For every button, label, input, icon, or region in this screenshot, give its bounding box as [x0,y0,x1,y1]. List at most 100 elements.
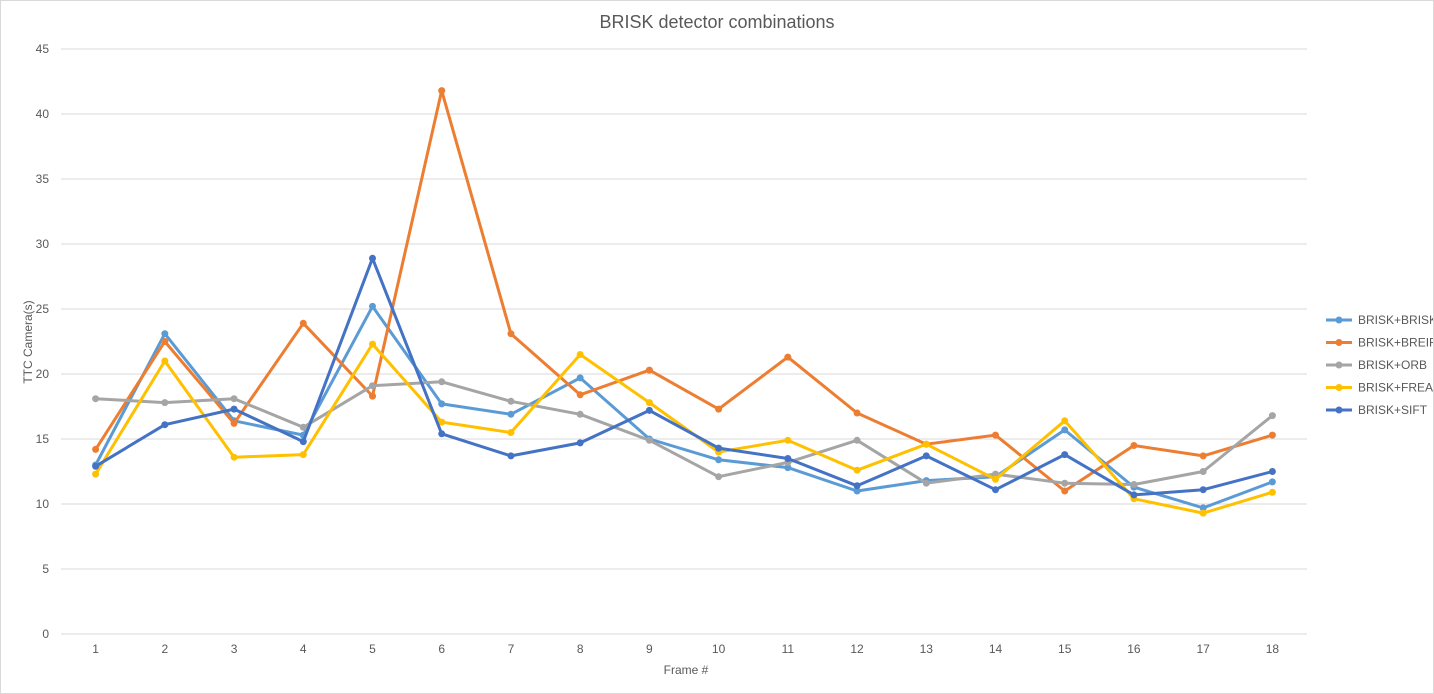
x-tick-label: 4 [300,642,307,656]
data-point [853,409,861,417]
series-group [92,87,1276,517]
y-tick-label: 15 [36,432,50,446]
data-point [922,440,930,448]
data-point [1268,468,1276,475]
data-point [299,319,307,327]
data-point [576,374,584,382]
data-point [853,466,861,474]
data-point [1130,481,1138,488]
data-point [438,400,446,408]
data-point [1268,412,1276,420]
y-tick-label: 30 [36,237,50,251]
legend-swatch-marker [1335,339,1343,346]
legend-swatch-marker [1335,406,1343,414]
x-tick-label: 9 [646,642,653,656]
data-point [1199,468,1207,475]
y-tick-label: 0 [42,627,49,641]
y-tick-label: 20 [36,367,50,381]
gridlines [61,48,1307,635]
y-axis-label: TTC Camera(s) [21,300,35,383]
x-tick-label: 18 [1266,642,1280,656]
data-point [1061,479,1069,487]
data-point [1199,504,1207,512]
data-point [576,410,584,418]
data-point [992,486,999,494]
data-point [784,436,792,444]
data-point [369,302,376,310]
data-point [853,482,861,490]
data-point [922,479,930,487]
data-point [784,353,792,361]
series-line [94,304,1273,510]
series-brisk-sift [92,254,1276,499]
x-tick-label: 14 [989,642,1003,656]
data-point [230,419,238,427]
data-point [438,430,446,438]
x-tick-label: 8 [577,642,584,656]
data-point [161,338,169,345]
x-tick-label: 12 [850,642,864,656]
x-axis-label: Frame # [664,663,709,677]
legend-item: BRISK+FREAK [1326,381,1433,395]
data-point [161,421,169,429]
data-point [161,330,169,338]
series-brisk-brisk [92,302,1276,512]
data-point [92,395,100,403]
y-tick-label: 25 [36,302,50,316]
data-point [1061,417,1069,425]
data-point [299,423,307,431]
data-point [1268,488,1276,496]
data-point [853,436,861,444]
data-point [853,487,861,495]
data-point [230,405,238,413]
data-point [1199,452,1207,460]
data-point [784,455,792,462]
x-tick-label: 15 [1058,642,1072,656]
data-point [992,470,999,478]
legend: BRISK+BRISK BRISK+BREIF BRISK+ORB BRISK+FRE… [1326,313,1433,417]
data-point [715,444,723,452]
x-tick-label: 6 [438,642,445,656]
data-point [230,395,238,403]
data-point [1199,486,1207,494]
x-tick-label: 16 [1127,642,1141,656]
x-tick-label: 1 [92,642,99,656]
data-point [1268,478,1276,486]
x-tick-label: 13 [920,642,934,656]
x-axis-ticks: 1 2 3 4 5 6 7 8 9 10 11 12 13 14 15 16 17 18 [92,642,1279,656]
data-point [1061,487,1069,495]
data-point [1130,491,1138,499]
data-point [438,418,446,426]
y-tick-label: 40 [36,107,50,121]
x-tick-label: 3 [231,642,238,656]
data-point [438,87,446,95]
x-tick-label: 2 [161,642,168,656]
data-point [576,351,584,358]
x-tick-label: 17 [1196,642,1210,656]
x-tick-label: 11 [782,642,795,656]
data-point [1061,426,1069,434]
data-point [576,439,584,447]
data-point [92,470,100,478]
y-axis-ticks: 0 5 10 15 20 25 30 35 40 45 [36,42,50,641]
data-point [645,399,653,407]
data-point [645,436,653,444]
legend-label: BRISK+SIFT [1358,403,1428,417]
legend-item: BRISK+BREIF [1326,336,1433,350]
legend-swatch-marker [1335,316,1343,324]
data-point [369,382,376,390]
legend-item: BRISK+ORB [1326,358,1427,372]
data-point [161,357,169,365]
y-tick-label: 35 [36,172,50,186]
data-point [230,453,238,461]
data-point [507,429,515,436]
data-point [299,438,307,446]
y-tick-label: 5 [42,562,49,576]
legend-swatch-marker [1335,384,1343,391]
x-tick-label: 7 [508,642,515,656]
legend-label: BRISK+BREIF [1358,336,1433,350]
data-point [369,392,376,400]
series-line [95,380,1274,486]
